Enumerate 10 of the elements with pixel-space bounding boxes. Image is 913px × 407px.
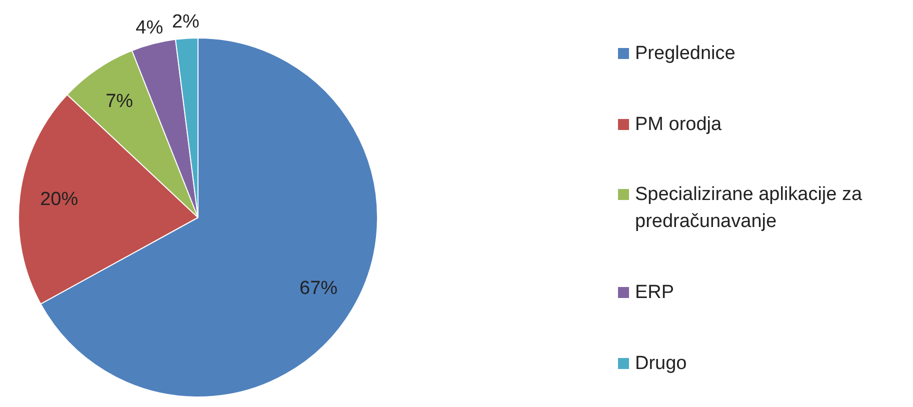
legend-label: Specializirane aplikacije za predračunavanje: [635, 183, 864, 234]
legend-label: Preglednice: [635, 42, 736, 66]
data-label: 4%: [136, 17, 164, 38]
data-label: 2%: [172, 12, 200, 33]
legend-label: Drugo: [635, 352, 687, 376]
data-label: 7%: [106, 90, 134, 112]
legend-label: ERP: [635, 281, 674, 306]
legend-label: PM orodja: [635, 112, 722, 137]
data-label: 67%: [299, 278, 338, 300]
data-label: 20%: [40, 189, 78, 210]
